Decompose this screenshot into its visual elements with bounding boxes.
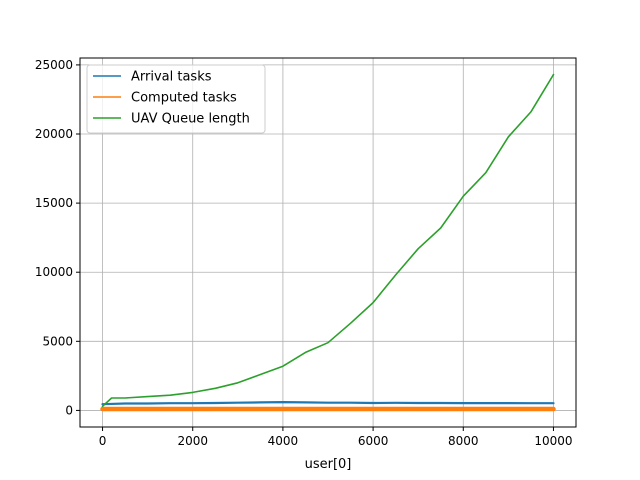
legend: Arrival tasks Computed tasks UAV Queue len… [86, 64, 266, 134]
series-line-1 [101, 401, 555, 406]
y-tick-label: 25000 [35, 58, 73, 72]
legend-label: UAV Queue length [131, 112, 250, 127]
x-axis-ticks: 0 2000 4000 6000 8000 10000 [99, 427, 573, 448]
y-tick-label: 20000 [35, 127, 73, 141]
x-tick-label: 0 [99, 434, 107, 448]
series-line-3 [101, 73, 555, 408]
legend-label: Arrival tasks [131, 70, 212, 85]
y-tick-label: 5000 [42, 334, 73, 348]
y-tick-label: 15000 [35, 196, 73, 210]
x-tick-label: 8000 [448, 434, 479, 448]
y-tick-label: 10000 [35, 265, 73, 279]
legend-items: Arrival tasks Computed tasks UAV Queue len… [93, 70, 250, 127]
y-axis-ticks: 0 5000 10000 15000 20000 25000 [35, 58, 80, 417]
y-tick-label: 0 [65, 403, 73, 417]
x-tick-label: 6000 [358, 434, 389, 448]
plot-frame [79, 57, 577, 428]
x-tick-label: 10000 [534, 434, 572, 448]
x-tick-label: 2000 [177, 434, 208, 448]
x-tick-label: 4000 [268, 434, 299, 448]
x-axis-label: user[0] [305, 457, 352, 472]
legend-label: Computed tasks [131, 91, 237, 106]
legend-frame [86, 64, 266, 134]
series-lines [100, 73, 556, 412]
